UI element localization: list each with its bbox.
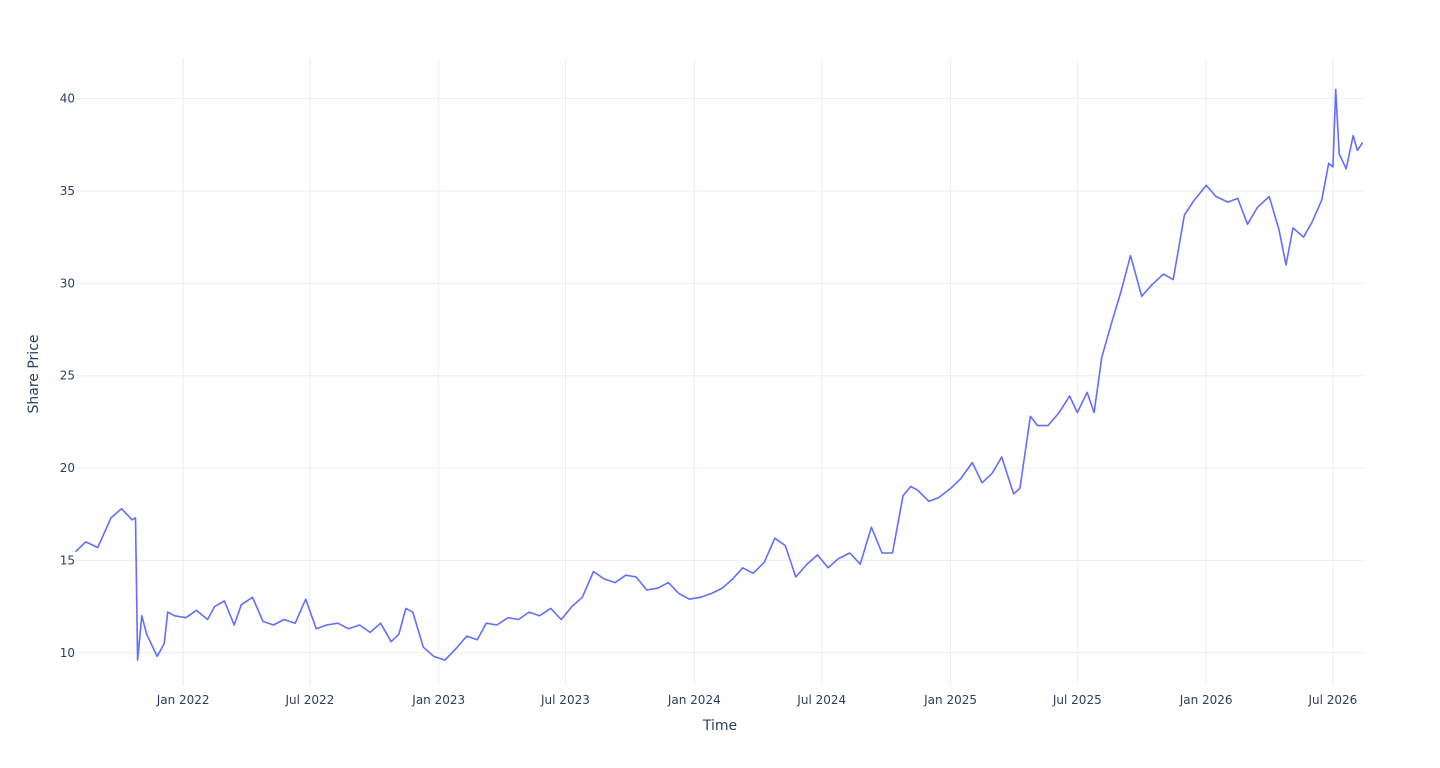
x-axis-title: Time [702, 718, 737, 734]
y-tick-label: 20 [60, 461, 75, 475]
x-tick-label: Jan 2023 [411, 693, 465, 707]
x-tick-label: Jul 2022 [284, 693, 334, 707]
x-tick-label: Jul 2024 [796, 693, 846, 707]
x-gridlines [182, 58, 1334, 686]
x-tick-label: Jul 2023 [540, 693, 590, 707]
x-tick-label: Jul 2025 [1052, 693, 1102, 707]
y-axis-tick-labels: 10 15 20 25 30 35 40 [60, 92, 75, 660]
x-tick-label: Jul 2026 [1307, 693, 1357, 707]
y-tick-label: 35 [60, 184, 75, 198]
x-tick-label: Jan 2025 [923, 693, 977, 707]
y-axis-title: Share Price [26, 334, 42, 413]
x-tick-label: Jan 2022 [156, 693, 210, 707]
y-tick-label: 15 [60, 553, 75, 567]
x-axis-tick-labels: Jan 2022 Jul 2022 Jan 2023 Jul 2023 Jan 2024… [156, 693, 1358, 707]
share-price-line [75, 88, 1364, 661]
x-tick-label: Jan 2024 [667, 693, 721, 707]
y-tick-label: 10 [60, 646, 75, 660]
y-tick-label: 30 [60, 276, 75, 290]
y-tick-label: 25 [60, 369, 75, 383]
x-tick-label: Jan 2026 [1179, 693, 1233, 707]
y-tick-label: 40 [60, 92, 75, 106]
y-gridlines [76, 98, 1363, 654]
